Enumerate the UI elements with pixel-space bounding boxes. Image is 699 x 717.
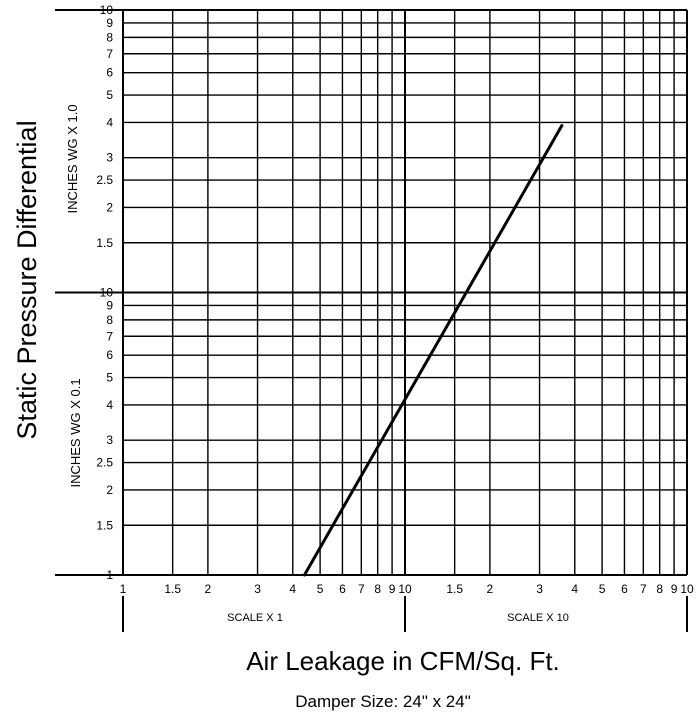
grid-lines — [55, 9, 688, 632]
x-axis-title: Air Leakage in CFM/Sq. Ft. — [246, 646, 560, 676]
x-tick-label: 8 — [656, 582, 663, 596]
scale-label-x1: SCALE X 1 — [227, 612, 283, 624]
y-tick-label: 9 — [106, 16, 113, 30]
x-tick-label: 7 — [358, 582, 365, 596]
data-line-layer — [302, 124, 564, 577]
chart-subtitle: Damper Size: 24" x 24" — [295, 692, 471, 711]
y-axis-title: Static Pressure Differential — [12, 120, 42, 439]
x-tick-label: 4 — [571, 582, 578, 596]
y-tick-label: 8 — [106, 313, 113, 327]
y-tick-label: 7 — [106, 47, 113, 61]
y-tick-label: 3 — [106, 151, 113, 165]
x-tick-label: 3 — [536, 582, 543, 596]
x-tick-label: 4 — [289, 582, 296, 596]
y-tick-label: 2 — [106, 483, 113, 497]
x-tick-label: 7 — [640, 582, 647, 596]
y-tick-label: 2.5 — [96, 456, 113, 470]
x-tick-label: 10 — [398, 582, 412, 596]
x-tick-label: 6 — [339, 582, 346, 596]
y-tick-label: 1.5 — [96, 518, 113, 532]
y-tick-label: 3 — [106, 433, 113, 447]
y-tick-label: 10 — [100, 286, 114, 300]
y-tick-label: 8 — [106, 30, 113, 44]
x-tick-label: 1.5 — [164, 582, 181, 596]
x-tick-label: 1 — [120, 582, 127, 596]
y-tick-label: 5 — [106, 371, 113, 385]
y-tick-label: 7 — [106, 329, 113, 343]
x-tick-label: 10 — [680, 582, 694, 596]
y-tick-label: 4 — [106, 398, 113, 412]
x-tick-label: 5 — [317, 582, 324, 596]
x-tick-label: 9 — [671, 582, 678, 596]
x-tick-label: 2 — [205, 582, 212, 596]
x-tick-label: 8 — [374, 582, 381, 596]
leakage-line — [302, 124, 564, 577]
x-tick-label: 9 — [389, 582, 396, 596]
y-tick-label: 2.5 — [96, 173, 113, 187]
y-tick-label: 5 — [106, 88, 113, 102]
y-unit-label-lower: INCHES WG X 0.1 — [68, 378, 83, 487]
y-tick-label: 4 — [106, 115, 113, 129]
x-tick-label: 2 — [487, 582, 494, 596]
y-tick-label: 6 — [106, 348, 113, 362]
y-tick-label: 9 — [106, 298, 113, 312]
x-tick-label: 6 — [621, 582, 628, 596]
scale-label-x10: SCALE X 10 — [507, 612, 569, 624]
y-tick-label: 10 — [100, 3, 114, 17]
y-tick-label: 1 — [106, 568, 113, 582]
tick-labels: 1 1.5 2 3 4 5 6 7 8 9 10 1.5 2 3 4 5 6 7 8 9 1011.522.534567… — [96, 3, 694, 596]
y-tick-label: 2 — [106, 200, 113, 214]
x-tick-label: 5 — [599, 582, 606, 596]
x-tick-label: 1.5 — [446, 582, 463, 596]
x-tick-label: 3 — [254, 582, 261, 596]
y-tick-label: 1.5 — [96, 236, 113, 250]
y-unit-label-upper: INCHES WG X 1.0 — [65, 104, 80, 213]
y-tick-label: 6 — [106, 66, 113, 80]
